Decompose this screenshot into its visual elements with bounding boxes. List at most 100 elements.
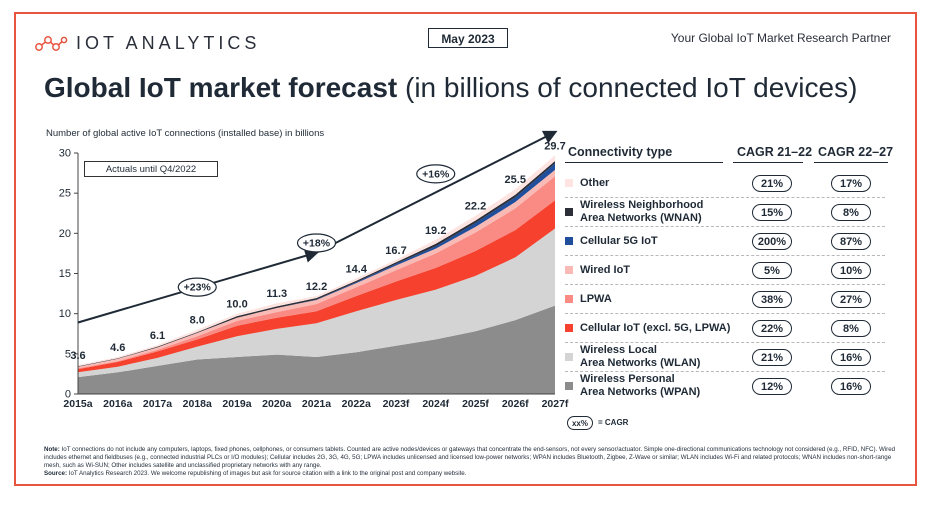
total-label: 6.1: [150, 330, 165, 342]
y-tick-label: 30: [59, 148, 71, 160]
cagr-21-22-value: 21%: [752, 175, 792, 192]
legend-label-line: LPWA: [580, 293, 612, 305]
x-tick-label: 2015a: [63, 398, 92, 410]
legend-swatch: [565, 179, 573, 187]
legend-divider: [565, 342, 885, 343]
legend-label-line: Area Networks (WLAN): [580, 357, 701, 369]
legend-label-line: Cellular IoT (excl. 5G, LPWA): [580, 322, 731, 334]
legend-header-rule: [565, 162, 723, 163]
trend-arrows: +23% +18% +16%: [77, 130, 558, 324]
cagr-22-27-value: 8%: [831, 204, 871, 221]
legend-label: Cellular 5G IoT: [580, 235, 658, 248]
x-tick-label: 2018a: [183, 398, 212, 410]
cagr-key-label: = CAGR: [598, 418, 629, 427]
trend-arrow: [316, 130, 558, 254]
cagr-22-27-value: 27%: [831, 291, 871, 308]
total-label: 16.7: [385, 245, 406, 257]
legend-swatch: [565, 237, 573, 245]
legend-divider: [565, 226, 885, 227]
legend-label: Wireless Neighborhood Area Networks (WNAN…: [580, 199, 703, 225]
y-axis-caption: Number of global active IoT connections …: [46, 128, 325, 139]
x-tick-label: 2017a: [143, 398, 172, 410]
x-tick-label: 2024f: [422, 398, 449, 410]
x-tick-label: 2016a: [103, 398, 132, 410]
legend-label-line: Wireless Neighborhood: [580, 199, 704, 211]
legend-label: Wired IoT: [580, 264, 630, 277]
legend-label: Cellular IoT (excl. 5G, LPWA): [580, 322, 730, 335]
cagr-bubble: [416, 164, 456, 184]
cagr-bubble-label: +18%: [303, 237, 331, 249]
total-label: 4.6: [110, 342, 125, 354]
cagr-22-27-value: 8%: [831, 320, 871, 337]
legend-divider: [565, 371, 885, 372]
title-rest: (in billions of connected IoT devices): [397, 72, 858, 103]
legend-label: LPWA: [580, 293, 612, 306]
brand-logo: IOT ANALYTICS: [34, 33, 260, 54]
cagr-21-22-value: 5%: [752, 262, 792, 279]
legend-swatch: [565, 208, 573, 216]
brand-name: IOT ANALYTICS: [76, 33, 261, 53]
legend-label: Wireless Personal Area Networks (WPAN): [580, 373, 700, 399]
actuals-annotation: Actuals until Q4/2022: [84, 161, 218, 177]
network-logo-icon: [35, 35, 68, 51]
x-tick-label: 2021a: [302, 398, 331, 410]
total-label: 22.2: [465, 201, 486, 213]
y-tick-label: 5: [65, 348, 71, 360]
slide-frame: [14, 12, 917, 486]
cagr-22-27-value: 17%: [831, 175, 871, 192]
x-tick-label: 2025f: [462, 398, 489, 410]
x-tick-label: 2022a: [342, 398, 371, 410]
cagr-bubble-label: +16%: [422, 168, 450, 180]
cagr-21-22-value: 21%: [752, 349, 792, 366]
y-tick-label: 15: [59, 268, 71, 280]
legend-header-cagr2: CAGR 22–27: [818, 145, 894, 159]
note-label: Note:: [44, 446, 60, 453]
legend-label-line: Area Networks (WNAN): [580, 212, 702, 224]
cagr-bubble: [296, 233, 337, 253]
cagr-21-22-value: 200%: [752, 233, 792, 250]
cagr-21-22-value: 38%: [752, 291, 792, 308]
x-tick-label: 2027f: [542, 398, 569, 410]
total-label: 11.3: [266, 288, 287, 300]
legend-label-line: Other: [580, 177, 610, 189]
legend-swatch: [565, 266, 573, 274]
y-tick-label: 10: [59, 308, 71, 320]
legend-swatch: [565, 353, 573, 361]
total-label: 14.4: [346, 263, 368, 275]
x-tick-label: 2026f: [502, 398, 529, 410]
legend-divider: [565, 313, 885, 314]
cagr-22-27-value: 87%: [831, 233, 871, 250]
total-label: 8.0: [190, 315, 205, 327]
legend-divider: [565, 197, 885, 198]
cagr-21-22-value: 15%: [752, 204, 792, 221]
x-tick-label: 2023f: [383, 398, 410, 410]
legend-label-line: Area Networks (WPAN): [580, 386, 701, 398]
y-tick-label: 25: [59, 188, 71, 200]
total-label: 29.7: [544, 140, 565, 152]
total-label: 3.6: [70, 350, 85, 362]
legend-label: Other: [580, 177, 609, 190]
total-label: 19.2: [425, 225, 446, 237]
total-label: 10.0: [226, 299, 247, 311]
note-text: IoT connections do not include any compu…: [44, 446, 896, 469]
cagr-key-pill: xx%: [567, 416, 593, 430]
y-tick-label: 20: [59, 228, 71, 240]
y-tick-label: 0: [65, 389, 71, 401]
cagr-21-22-value: 12%: [752, 378, 792, 395]
legend-header-cagr1: CAGR 21–22: [737, 145, 813, 159]
legend-label-line: Wired IoT: [580, 264, 631, 276]
cagr-21-22-value: 22%: [752, 320, 792, 337]
chart-axes: 0 5 10 15 20 25 30 2015a 2016a 2017a 2018a 2019a 202…: [59, 148, 569, 411]
total-label: 25.5: [505, 174, 526, 186]
cagr-22-27-value: 16%: [831, 378, 871, 395]
tagline: Your Global IoT Market Research Partner: [670, 31, 891, 45]
legend-label-line: Wireless Local: [580, 344, 657, 356]
source-text: IoT Analytics Research 2023. We welcome …: [67, 470, 467, 477]
legend-header-type: Connectivity type: [568, 145, 673, 159]
legend-swatch: [565, 324, 573, 332]
legend-divider: [565, 255, 885, 256]
cagr-22-27-value: 16%: [831, 349, 871, 366]
legend-header-rule-cagr1: [733, 162, 803, 163]
x-tick-label: 2019a: [222, 398, 251, 410]
